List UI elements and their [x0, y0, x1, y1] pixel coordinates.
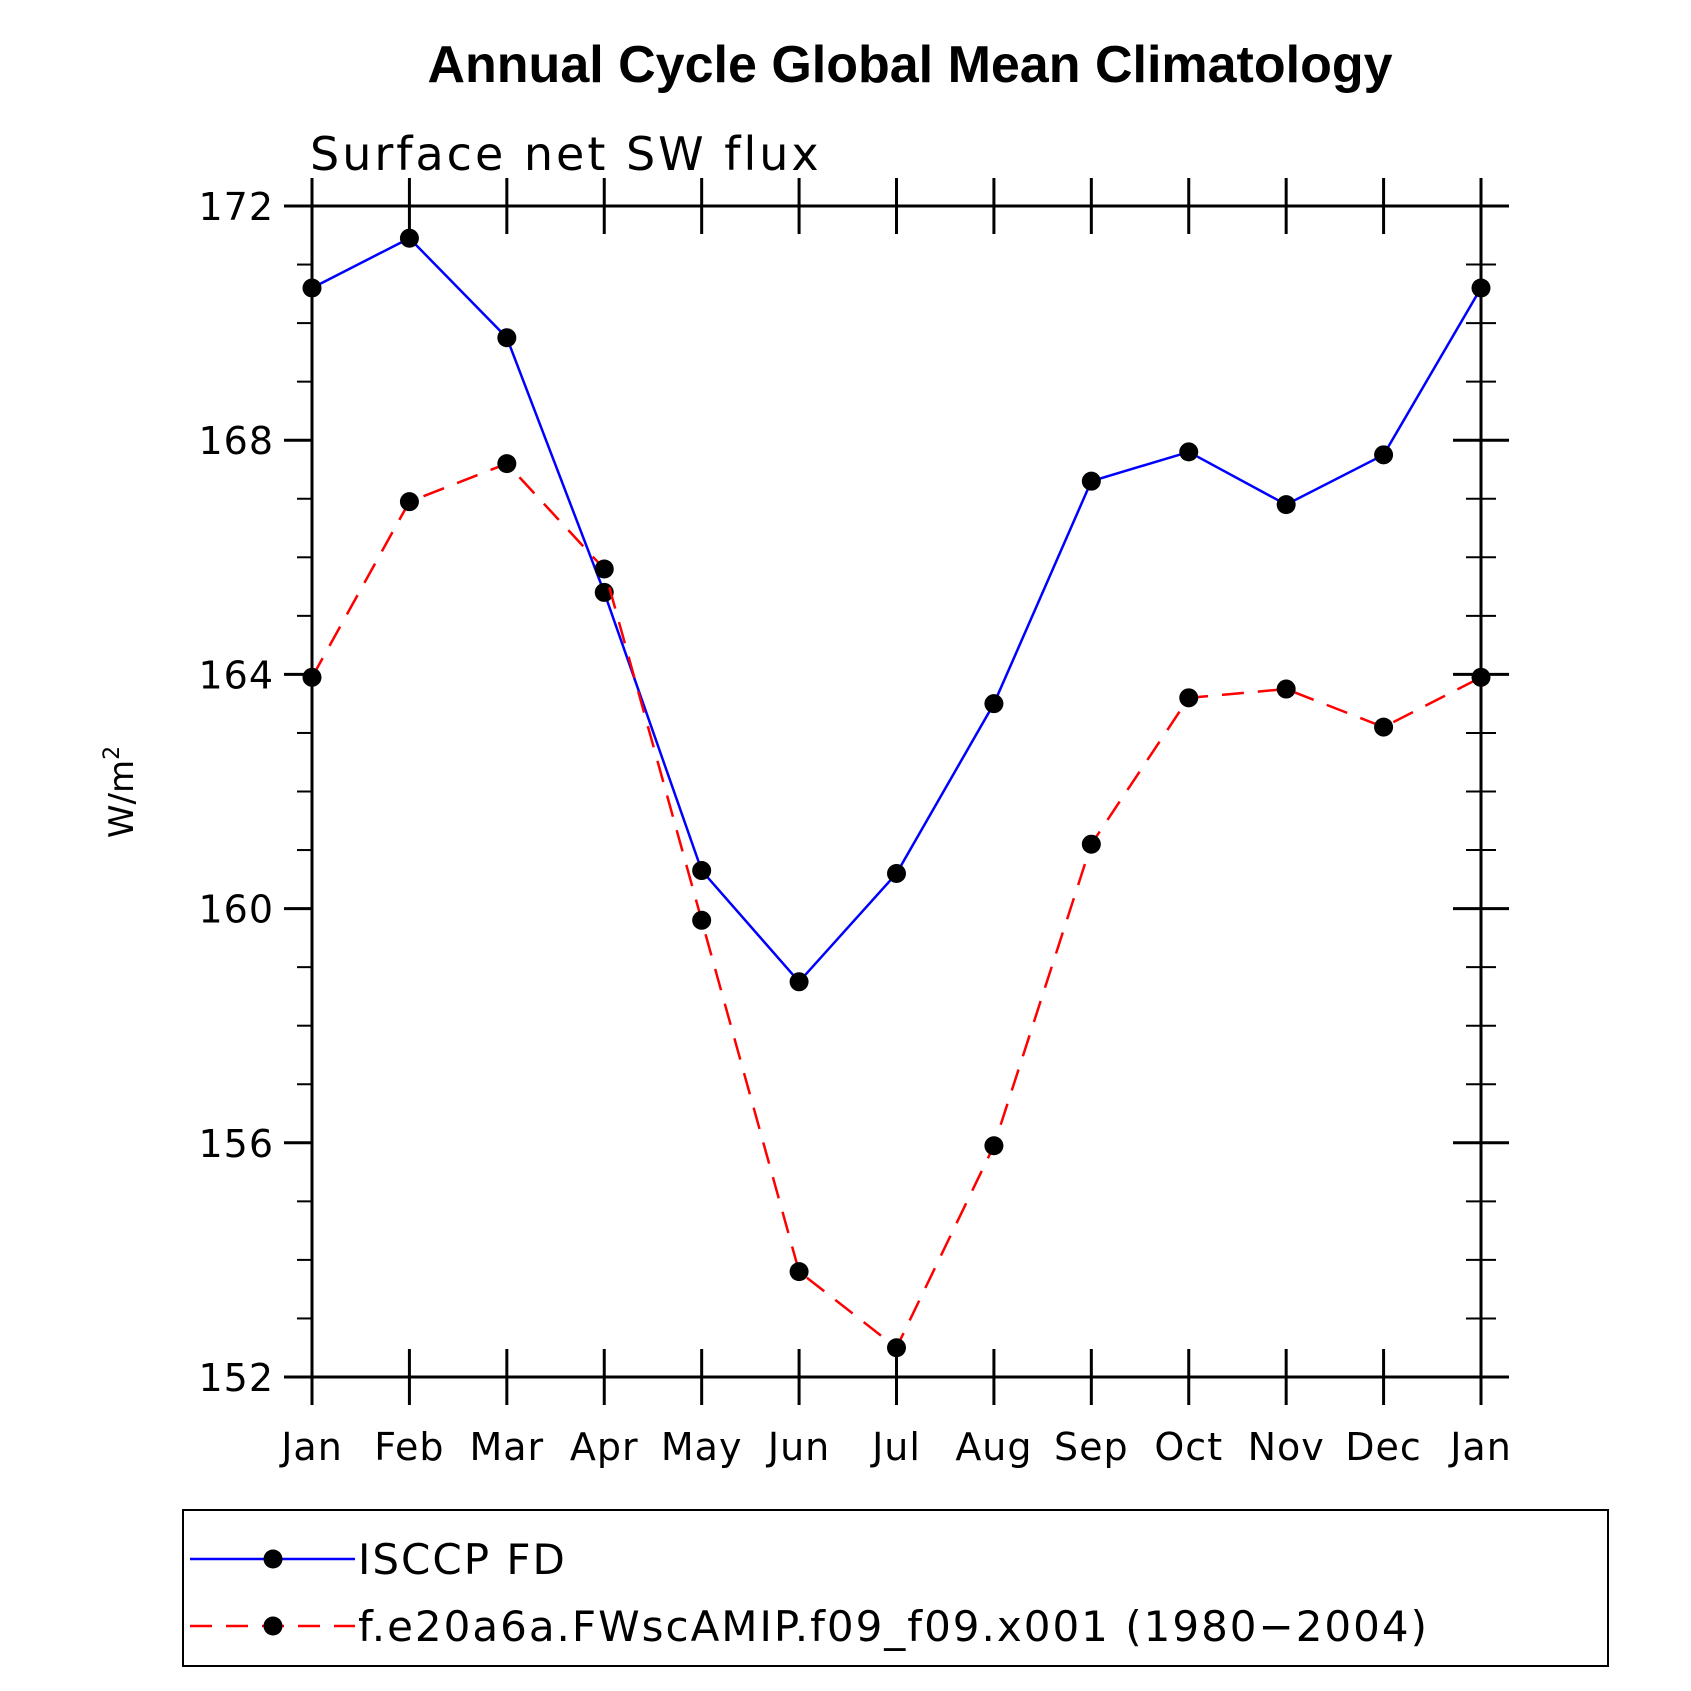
data-point	[399, 228, 419, 248]
x-tick-label: May	[661, 1425, 743, 1469]
x-tick-label: Oct	[1154, 1425, 1223, 1469]
x-tick-label: Dec	[1345, 1425, 1422, 1469]
data-point	[1179, 688, 1199, 708]
data-point	[1081, 834, 1101, 854]
x-tick-labels: Jan Feb Mar Apr May Jun Jul Aug Sep Oct Nov Dec Jan	[279, 1425, 1512, 1469]
legend-box	[182, 1509, 1609, 1667]
y-axis-label-superscript: 2	[100, 746, 125, 760]
y-tick-labels: 152 156 160 164 168 172	[198, 185, 274, 1400]
y-tick-label: 156	[198, 1122, 274, 1166]
y-tick-label: 152	[198, 1356, 274, 1400]
data-point	[497, 328, 517, 348]
legend-label: ISCCP FD	[358, 1535, 567, 1584]
data-series	[302, 228, 1491, 1358]
y-tick-label: 168	[198, 419, 274, 463]
data-point	[594, 559, 614, 579]
x-tick-label: Jul	[870, 1425, 921, 1469]
chart-subtitle: Surface net SW flux	[310, 127, 822, 181]
data-point	[497, 454, 517, 474]
chart-title: Annual Cycle Global Mean Climatology	[427, 36, 1392, 94]
legend: ISCCP FD f.e20a6a.FWscAMIP.f09_f09.x001 (…	[182, 1509, 1609, 1667]
x-tick-label: Sep	[1054, 1425, 1129, 1469]
data-point	[887, 863, 906, 883]
x-tick-label: Mar	[469, 1425, 544, 1469]
y-axis-label: W/m2	[100, 746, 142, 838]
data-point	[789, 1262, 809, 1282]
data-point	[692, 910, 712, 930]
data-point	[887, 1338, 906, 1358]
series-line	[310, 462, 1482, 1350]
axis-ticks	[284, 178, 1509, 1405]
x-tick-label: Apr	[570, 1425, 639, 1469]
data-point	[1374, 717, 1394, 737]
data-point	[1081, 471, 1101, 491]
data-point	[1374, 445, 1394, 465]
data-point	[789, 972, 809, 992]
plot-frame	[310, 204, 1483, 1379]
legend-entry: f.e20a6a.FWscAMIP.f09_f09.x001 (1980−200…	[190, 1602, 1429, 1651]
data-point	[1276, 495, 1296, 515]
x-tick-label: Feb	[374, 1425, 444, 1469]
data-point	[984, 1136, 1004, 1156]
legend-label: f.e20a6a.FWscAMIP.f09_f09.x001 (1980−200…	[358, 1602, 1429, 1651]
x-tick-label: Nov	[1248, 1425, 1325, 1469]
data-point	[692, 861, 712, 881]
x-tick-label: Jan	[279, 1425, 343, 1469]
x-tick-label: Aug	[955, 1425, 1032, 1469]
data-point	[399, 492, 419, 512]
legend-marker	[263, 1616, 283, 1636]
y-tick-label: 164	[198, 653, 274, 697]
y-axis-label-text: W/m	[102, 760, 142, 838]
series-2	[302, 454, 1491, 1358]
legend-entry: ISCCP FD	[190, 1535, 567, 1584]
y-tick-label: 172	[198, 185, 274, 229]
data-point	[984, 694, 1004, 714]
y-tick-label: 160	[198, 888, 274, 932]
legend-marker	[263, 1549, 283, 1569]
x-tick-label: Jun	[766, 1425, 830, 1469]
series-1	[302, 228, 1491, 992]
data-point	[1276, 679, 1296, 699]
x-tick-label: Jan	[1448, 1425, 1512, 1469]
data-point	[1179, 442, 1199, 462]
